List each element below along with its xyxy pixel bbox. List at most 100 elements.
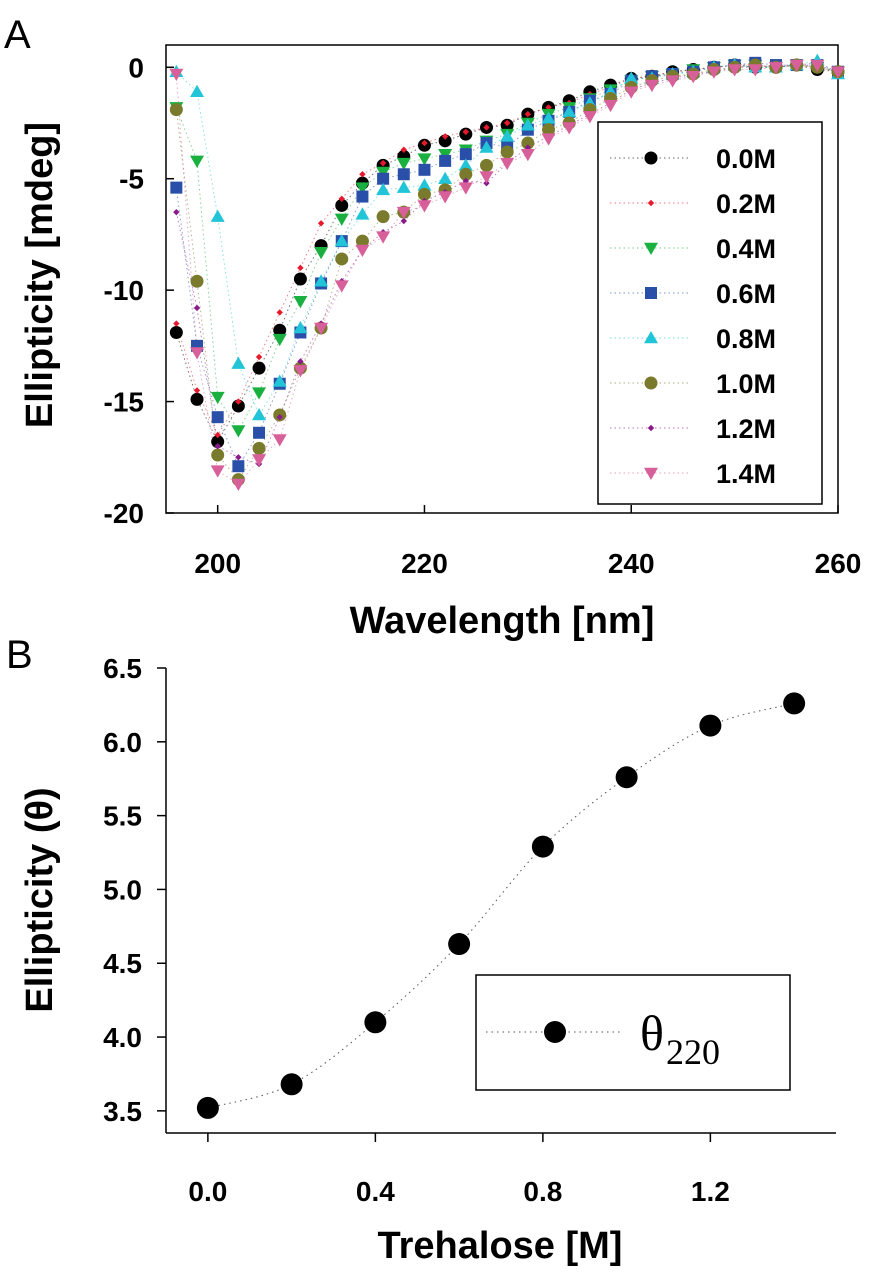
y-tick-label-b: 6.5 [103, 653, 142, 684]
data-point-a [335, 198, 349, 212]
data-point-a [500, 145, 514, 159]
data-point-a [214, 431, 221, 439]
y-tick-label-b: 6.0 [103, 727, 142, 758]
data-point-a [417, 200, 432, 213]
data-point-a [334, 234, 349, 247]
data-point-a [665, 75, 680, 88]
legend-label-a: 1.0M [716, 369, 776, 399]
data-point-a [314, 322, 329, 336]
data-point-a [500, 157, 515, 171]
data-point-a [417, 187, 431, 201]
data-point-a [252, 441, 266, 455]
data-point-a [334, 213, 349, 226]
data-point-a [541, 133, 556, 146]
x-tick-label-a: 220 [401, 548, 448, 579]
data-point-a [524, 110, 532, 118]
data-point-a [562, 104, 577, 118]
y-tick-label-b: 5.0 [103, 874, 142, 905]
x-tick-label-b: 0.4 [356, 1176, 395, 1207]
data-point-a [520, 118, 535, 131]
y-tick-label-b: 5.5 [103, 801, 142, 832]
data-point-a [359, 171, 366, 178]
data-point-a [421, 139, 428, 147]
data-point-a [582, 111, 597, 124]
data-point-a [400, 146, 407, 153]
data-point-a [293, 296, 308, 309]
data-point-a [232, 460, 245, 473]
legend-label-b: θ [640, 1005, 664, 1061]
data-point-a [272, 374, 287, 387]
plot-area-a [165, 44, 839, 514]
data-point-a [438, 134, 452, 148]
legend-label-a: 1.2M [716, 414, 776, 444]
legend-marker-a [644, 331, 658, 344]
data-point-a [396, 180, 411, 193]
data-point-a [400, 217, 407, 225]
data-point-a [483, 124, 490, 131]
data-point-a [479, 171, 494, 184]
x-tick-label-a: 200 [194, 548, 241, 579]
y-axis-label-a: Ellipticity [mdeg] [19, 122, 61, 428]
data-point-a [644, 79, 659, 93]
data-point-a [293, 365, 308, 378]
legend-label-a: 0.2M [716, 189, 776, 219]
data-point-a [438, 191, 453, 204]
data-point-a [524, 144, 532, 151]
legend-a [597, 121, 823, 505]
data-point-a [355, 182, 370, 195]
panel-a: A 200 220 240 260 0 -5 -10 -15 -20 Wavelength [n… [4, 13, 861, 642]
data-point-a [521, 136, 535, 150]
y-tick-label-a: 0 [128, 52, 144, 83]
data-point-a [190, 155, 205, 168]
data-point-a [500, 129, 515, 142]
data-point-a [272, 333, 287, 347]
legend-label-a: 0.0M [716, 144, 776, 174]
data-point-a [169, 68, 184, 81]
data-point-a [170, 181, 183, 194]
data-point-a [173, 208, 180, 216]
y-tick-label-a: -10 [104, 275, 144, 306]
legend-marker-a [644, 151, 658, 165]
data-point-a [235, 398, 242, 405]
legend-marker-b [544, 1021, 566, 1043]
y-tick-label-a: -15 [104, 387, 144, 418]
y-axis-label-b: Ellipticity (θ) [19, 787, 61, 1012]
legend-label-a: 0.4M [716, 234, 776, 264]
data-point-a [317, 220, 325, 227]
data-point-a [768, 62, 783, 75]
data-point-a [231, 399, 245, 413]
series-line-a-7 [175, 64, 839, 485]
series-line-a-5 [175, 64, 839, 481]
data-point-a [624, 86, 639, 99]
data-point-b [615, 766, 638, 789]
y-tick-label-a: -5 [119, 164, 144, 195]
data-point-a [479, 140, 494, 153]
data-point-a [253, 426, 266, 439]
data-point-a [459, 167, 473, 181]
data-point-a [376, 182, 391, 196]
data-point-b [531, 835, 554, 858]
data-point-a [417, 153, 432, 166]
data-point-a [624, 71, 639, 84]
data-point-a [314, 247, 329, 260]
data-point-a [789, 59, 804, 73]
legend-marker-a [647, 424, 655, 432]
data-point-a [169, 103, 183, 117]
data-point-a [255, 353, 263, 361]
data-point-a [276, 309, 283, 316]
legend-label-a: 1.4M [716, 459, 776, 489]
data-point-a [439, 154, 452, 167]
data-point-a [273, 323, 287, 337]
legend-marker-a [647, 199, 655, 207]
data-point-a [459, 148, 472, 161]
data-point-a [335, 252, 349, 266]
legend-entries-a: 0.0M 0.2M 0.4M 0.6M 0.8M 1.0M 1.2M 1.4M [610, 144, 776, 489]
x-tick-label-b: 0.8 [523, 1176, 562, 1207]
data-point-a [173, 320, 180, 327]
x-tick-label-b: 1.2 [691, 1176, 730, 1207]
data-point-a [458, 158, 473, 171]
data-point-a [252, 407, 267, 421]
data-point-a [252, 387, 267, 400]
data-point-a [379, 159, 387, 167]
